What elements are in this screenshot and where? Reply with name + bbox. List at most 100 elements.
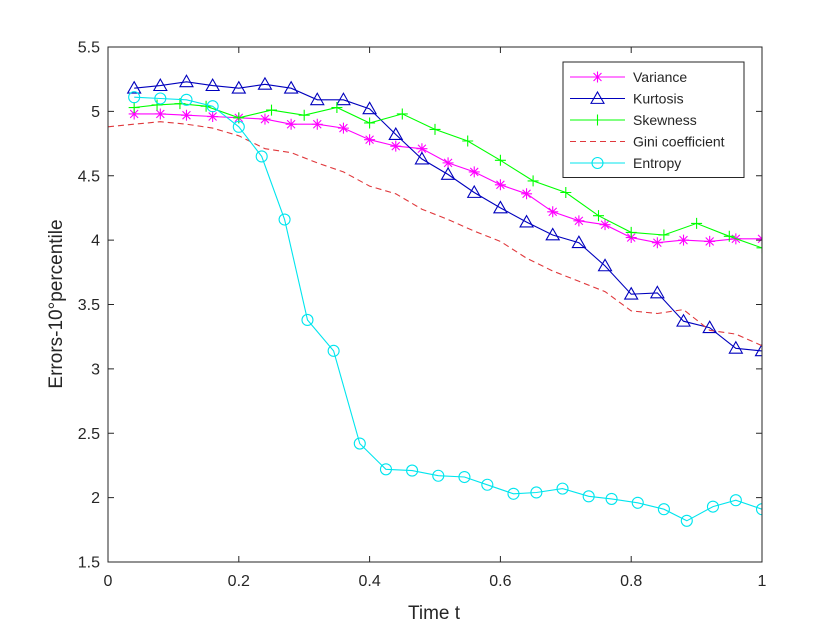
data-point <box>530 486 543 499</box>
data-point <box>462 135 474 147</box>
legend-marker <box>590 90 605 104</box>
data-point <box>702 320 718 334</box>
data-point <box>728 340 744 354</box>
data-point <box>573 215 585 227</box>
data-point <box>301 313 314 327</box>
data-point <box>440 166 456 180</box>
data-point <box>335 92 351 106</box>
y-tick-label: 5 <box>91 104 100 121</box>
data-point <box>406 464 419 477</box>
data-point <box>180 93 193 106</box>
data-point <box>396 108 408 120</box>
data-point <box>416 143 428 155</box>
data-point <box>200 100 212 112</box>
y-tick-label: 3.5 <box>78 297 100 314</box>
data-point <box>331 102 343 114</box>
data-point <box>657 503 670 516</box>
data-point <box>507 487 520 500</box>
data-point <box>154 108 166 120</box>
data-point <box>298 109 310 121</box>
x-tick-label: 0 <box>104 573 113 590</box>
data-point <box>311 118 323 130</box>
data-point <box>571 235 587 249</box>
data-point <box>257 76 273 90</box>
data-point <box>691 217 703 229</box>
data-point <box>623 286 639 300</box>
data-point <box>232 120 245 133</box>
data-point <box>676 313 691 327</box>
data-point <box>180 109 192 121</box>
legend-entry: Gini coefficient <box>570 134 725 150</box>
data-point <box>128 91 141 104</box>
data-point <box>152 78 168 92</box>
data-point <box>327 344 340 357</box>
data-point <box>151 99 163 111</box>
data-point <box>756 242 762 254</box>
data-point <box>466 184 482 198</box>
series-kurtosis <box>126 74 762 357</box>
data-point <box>560 186 572 198</box>
data-point <box>379 463 393 476</box>
legend-label: Gini coefficient <box>633 134 725 150</box>
data-point <box>651 237 663 249</box>
data-point <box>285 118 297 130</box>
data-point <box>680 514 693 527</box>
y-tick-label: 2.5 <box>78 426 100 443</box>
data-point <box>494 154 506 166</box>
data-point <box>259 113 271 125</box>
data-point <box>527 175 539 187</box>
x-tick-label: 1 <box>758 573 767 590</box>
x-tick-label: 0.4 <box>358 573 380 590</box>
data-point <box>494 179 506 191</box>
series-line <box>134 96 762 522</box>
y-tick-label: 5.5 <box>78 40 100 57</box>
y-tick-label: 4 <box>91 233 100 250</box>
legend: Variance Kurtosis Skewness Gini coefficient… <box>562 61 745 178</box>
legend-entry: Skewness <box>570 112 697 128</box>
axes: 0 0.2 0.4 0.6 0.8 1 1.5 2 2.5 3 3.5 4 4.5 5 5.5 <box>78 40 767 591</box>
y-tick-label: 1.5 <box>78 555 100 572</box>
data-point <box>388 126 404 140</box>
data-point <box>362 101 378 115</box>
data-point <box>266 104 277 116</box>
data-point <box>658 229 670 241</box>
data-point <box>755 503 762 516</box>
data-point <box>723 230 735 242</box>
legend-entry: Kurtosis <box>570 91 684 107</box>
series-line <box>134 81 762 352</box>
data-point <box>414 151 430 165</box>
data-point <box>545 227 561 241</box>
x-axis-label: Time t <box>408 603 461 624</box>
data-point <box>631 496 644 509</box>
data-point <box>231 80 247 94</box>
data-point <box>179 74 194 88</box>
y-tick-label: 4.5 <box>78 168 100 185</box>
data-point <box>255 150 268 163</box>
data-point <box>582 490 595 503</box>
data-point <box>154 92 167 105</box>
data-point <box>429 123 441 135</box>
data-point <box>729 494 742 507</box>
legend-entry: Variance <box>570 69 687 85</box>
data-point <box>278 213 291 226</box>
data-point <box>521 188 533 200</box>
legend-label: Kurtosis <box>633 91 684 107</box>
data-point <box>364 134 376 146</box>
y-tick-label: 2 <box>91 490 100 507</box>
data-point <box>207 111 219 123</box>
data-point <box>337 122 349 134</box>
legend-label: Variance <box>633 69 687 85</box>
data-point <box>458 470 471 484</box>
legend-marker <box>592 71 603 83</box>
data-point <box>126 80 142 94</box>
data-point <box>597 258 613 272</box>
data-point <box>283 80 299 94</box>
data-point <box>625 226 637 238</box>
series-line <box>108 121 762 347</box>
data-point <box>432 469 445 482</box>
legend-marker <box>592 114 603 126</box>
data-point <box>442 157 454 169</box>
y-tick-label: 3 <box>91 361 100 378</box>
legend-label: Skewness <box>633 112 697 128</box>
data-point <box>353 437 366 450</box>
